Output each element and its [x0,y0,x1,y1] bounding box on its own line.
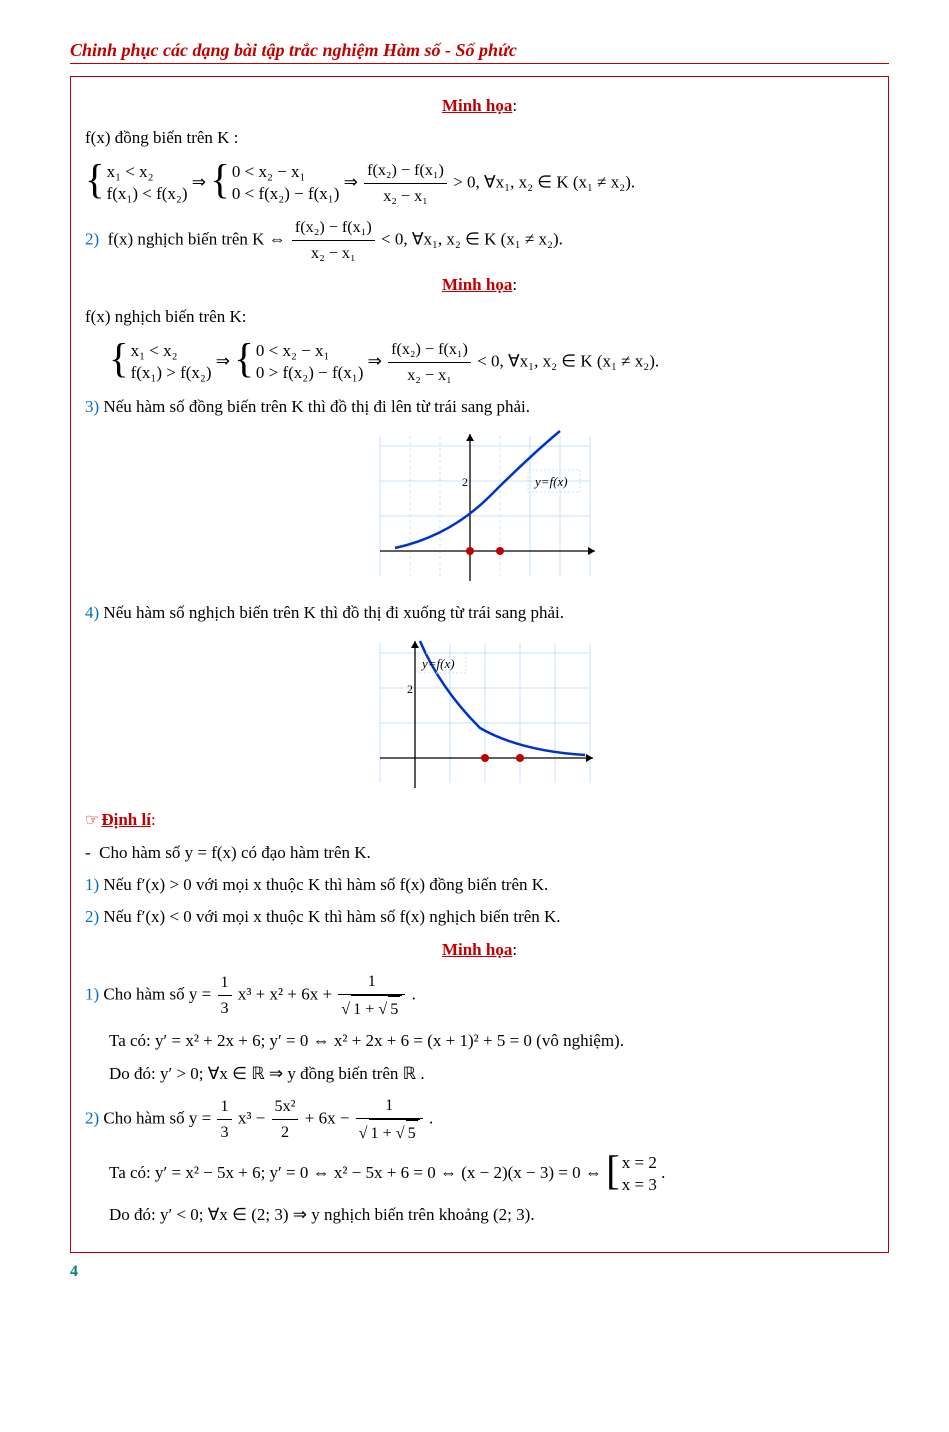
dinhli-intro: - Cho hàm số y = f(x) có đạo hàm trên K. [85,840,874,866]
svg-text:2: 2 [407,682,413,696]
text-dongbien-intro: f(x) đồng biến trên K : [85,125,874,151]
svg-text:2: 2 [462,475,468,489]
heading-minhhoa-2: Minh họa: [85,272,874,298]
formula-dongbien: { x₁ < x₂ f(x₁) < f(x₂) ⇒ { 0 < x₂ − x₁ … [85,158,874,209]
heading-minhhoa-1: Minh họa: [85,93,874,119]
graph-decreasing: 2 y=f(x) [85,633,874,801]
svg-text:y=f(x): y=f(x) [420,656,455,671]
example-2-line2: Ta có: y′ = x² − 5x + 6; y′ = 0 ⇔ x² − 5… [85,1152,874,1196]
graph-increasing: 2 y=f(x) [85,426,874,594]
formula-nghichbien: { x₁ < x₂ f(x₁) > f(x₂) ⇒ { 0 < x₂ − x₁ … [85,337,874,388]
svg-text:y=f(x): y=f(x) [533,474,568,489]
page: Chinh phục các dạng bài tập trắc nghiệm … [0,0,949,1311]
heading-minhhoa-3: Minh họa: [85,937,874,963]
example-1-line2: Ta có: y′ = x² + 2x + 6; y′ = 0 ⇔ x² + 2… [85,1028,874,1054]
heading-dinhli: ☞Định lí: [85,807,874,834]
page-header: Chinh phục các dạng bài tập trắc nghiệm … [70,40,889,64]
item-2-nghichbien: 2) f(x) nghịch biến trên K ⇔ f(x₂) − f(x… [85,215,874,266]
page-number: 4 [70,1263,889,1281]
dinhli-r2: 2) Nếu f′(x) < 0 với mọi x thuộc K thì h… [85,904,874,930]
rule-4: 4) Nếu hàm số nghịch biến trên K thì đồ … [85,600,874,626]
example-2-line3: Do đó: y′ < 0; ∀x ∈ (2; 3) ⇒ y nghịch bi… [85,1202,874,1228]
text-nghichbien-intro: f(x) nghịch biến trên K: [85,304,874,330]
dinhli-r1: 1) Nếu f′(x) > 0 với mọi x thuộc K thì h… [85,872,874,898]
rule-3: 3) Nếu hàm số đồng biến trên K thì đồ th… [85,394,874,420]
example-2-line1: 2) Cho hàm số y = 13 x³ − 5x²2 + 6x − 1 … [85,1093,874,1146]
example-1-line1: 1) Cho hàm số y = 13 x³ + x² + 6x + 1 √1… [85,969,874,1022]
example-1-line3: Do đó: y′ > 0; ∀x ∈ ℝ ⇒ y đồng biến trên… [85,1061,874,1087]
content-box: Minh họa: f(x) đồng biến trên K : { x₁ <… [70,76,889,1253]
